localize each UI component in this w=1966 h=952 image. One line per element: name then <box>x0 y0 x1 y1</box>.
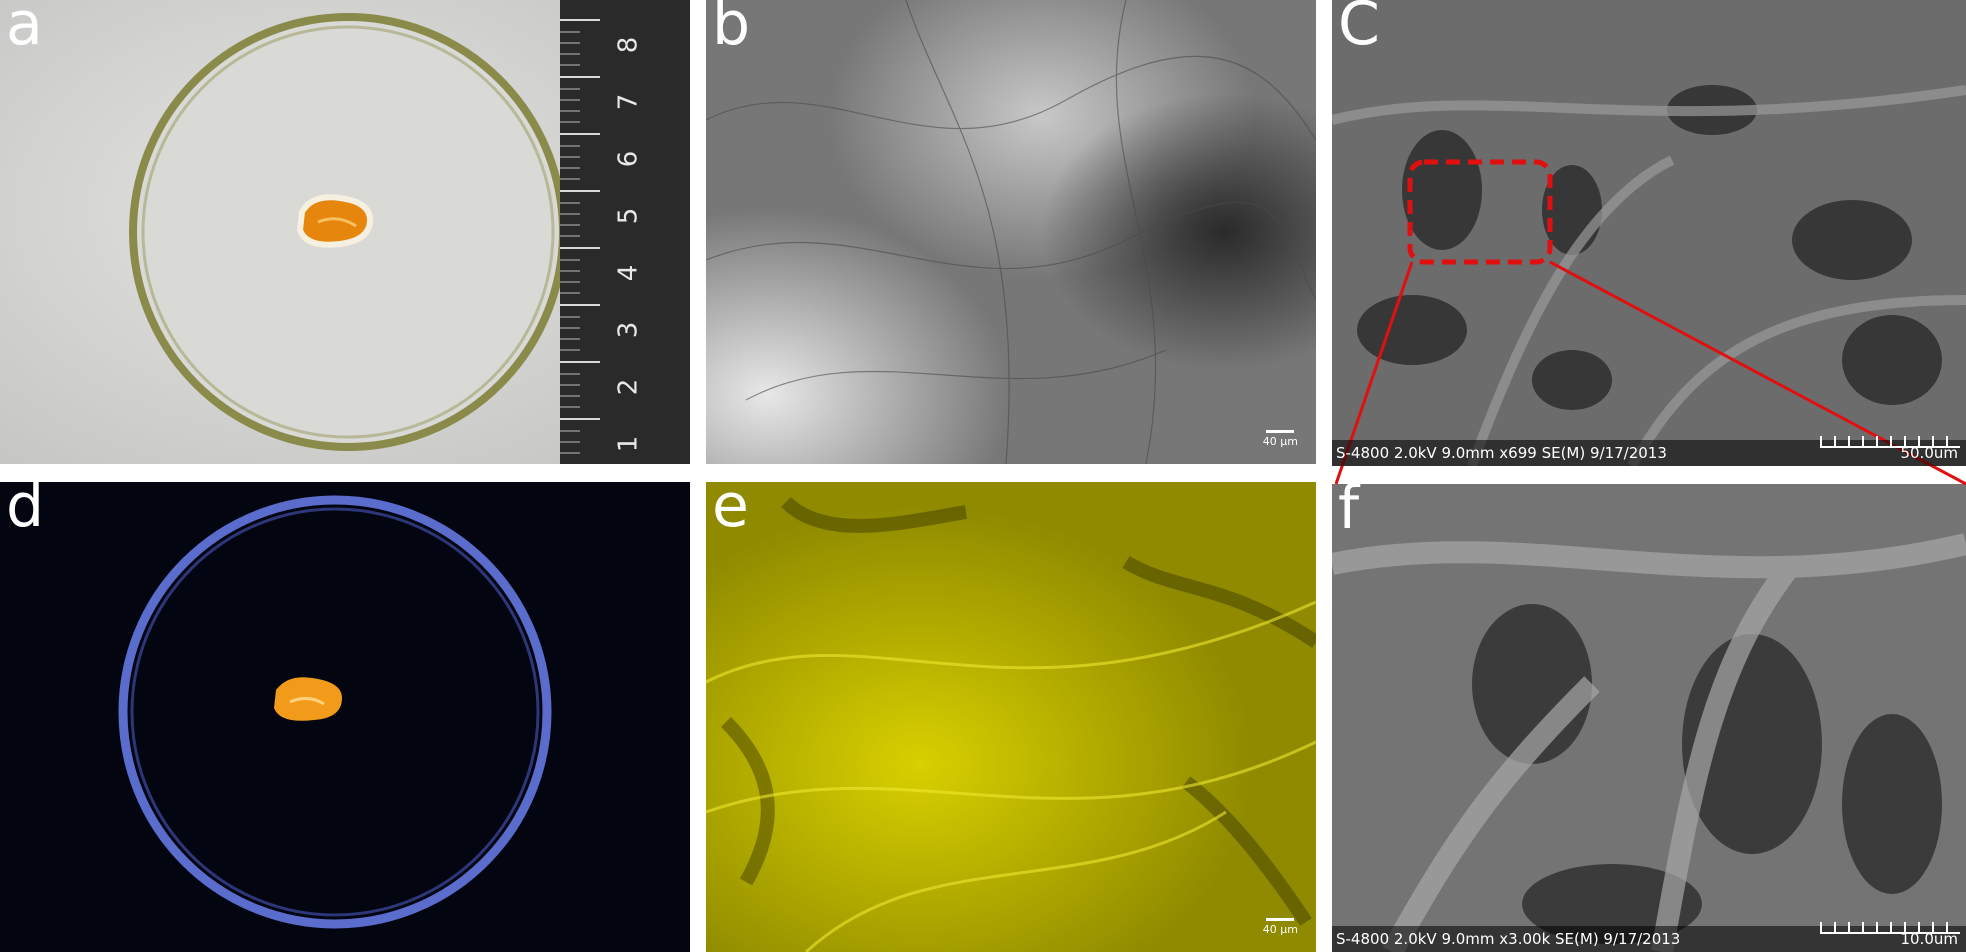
ruler-mark-5: 5 <box>613 207 644 225</box>
ruler-mark-6: 6 <box>613 150 644 168</box>
sem-scale-ticks-f <box>1820 922 1960 934</box>
ruler-mark-4: 4 <box>613 264 644 282</box>
scale-bar-b: 40 µm <box>1263 430 1298 448</box>
panel-letter-f: f <box>1338 484 1360 543</box>
panel-b-brightfield-micrograph: 40 µm b <box>706 0 1316 464</box>
panel-f-sem-micrograph-zoom: S-4800 2.0kV 9.0mm x3.00k SE(M) 9/17/201… <box>1332 484 1966 952</box>
scale-label-e: 40 µm <box>1262 923 1298 936</box>
panel-letter-a: a <box>6 0 43 59</box>
fluorescence-texture <box>706 482 1316 952</box>
sem-texture-f <box>1332 484 1966 952</box>
sem-texture-c <box>1332 0 1966 466</box>
panel-c-sem-micrograph: S-4800 2.0kV 9.0mm x699 SE(M) 9/17/2013 … <box>1332 0 1966 466</box>
panel-d-fluorescence-photo: d <box>0 482 690 952</box>
panel-letter-c: C <box>1338 0 1380 59</box>
ruler-mark-7: 7 <box>613 93 644 111</box>
panel-letter-d: d <box>6 482 45 541</box>
ruler-mark-8: 8 <box>613 36 644 54</box>
panel-a-petri-dish-photo: 8 7 6 5 4 3 2 1 a <box>0 0 690 464</box>
fluorescent-dish-illustration <box>118 495 552 929</box>
panel-letter-e: e <box>712 482 749 541</box>
ruler-mark-2: 2 <box>613 378 644 396</box>
sem-footer-c: S-4800 2.0kV 9.0mm x699 SE(M) 9/17/2013 … <box>1332 436 1966 466</box>
ruler-mark-1: 1 <box>613 435 644 453</box>
petri-dish-illustration <box>0 0 690 464</box>
sem-scale-label-f: 10.0um <box>1900 930 1958 948</box>
sem-scale-label-c: 50.0um <box>1900 444 1958 462</box>
panel-e-fluorescence-micrograph: 40 µm e <box>706 482 1316 952</box>
scale-bar-e: 40 µm <box>1263 918 1298 936</box>
sem-meta-f: S-4800 2.0kV 9.0mm x3.00k SE(M) 9/17/201… <box>1336 930 1681 948</box>
zoom-region-box <box>1407 159 1553 265</box>
sem-meta-c: S-4800 2.0kV 9.0mm x699 SE(M) 9/17/2013 <box>1336 444 1667 462</box>
panel-letter-b: b <box>712 0 751 59</box>
ruler-mark-3: 3 <box>613 321 644 339</box>
sem-footer-f: S-4800 2.0kV 9.0mm x3.00k SE(M) 9/17/201… <box>1332 922 1966 952</box>
scale-label-b: 40 µm <box>1262 435 1298 448</box>
brightfield-texture <box>706 0 1316 464</box>
